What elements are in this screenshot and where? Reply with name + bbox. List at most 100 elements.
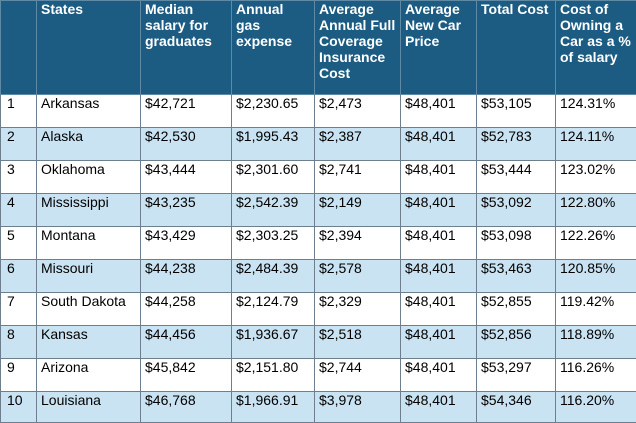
cell-total-cost: $53,297 [476, 358, 556, 392]
cell-state: Missouri [36, 259, 141, 293]
table-row: 8 Kansas $44,456 $1,936.67 $2,518 $48,40… [0, 325, 636, 359]
cell-insurance-cost: $2,578 [314, 259, 401, 293]
cell-median-salary: $43,235 [140, 193, 232, 227]
cell-state: Montana [36, 226, 141, 260]
cell-gas-expense: $1,936.67 [231, 325, 315, 359]
cell-insurance-cost: $2,744 [314, 358, 401, 392]
cell-total-cost: $53,105 [476, 94, 556, 128]
cell-state: Mississippi [36, 193, 141, 227]
cell-insurance-cost: $2,518 [314, 325, 401, 359]
cell-new-car-price: $48,401 [400, 292, 477, 326]
cell-new-car-price: $48,401 [400, 391, 477, 423]
cell-rank: 4 [0, 193, 37, 227]
cell-state: Kansas [36, 325, 141, 359]
cell-median-salary: $45,842 [140, 358, 232, 392]
cell-cost-percent: 116.20% [555, 391, 636, 423]
cell-insurance-cost: $2,473 [314, 94, 401, 128]
cell-cost-percent: 118.89% [555, 325, 636, 359]
header-row: States Median salary for graduates Annua… [0, 0, 636, 95]
cell-gas-expense: $2,542.39 [231, 193, 315, 227]
cell-median-salary: $43,429 [140, 226, 232, 260]
cell-rank: 6 [0, 259, 37, 293]
cell-new-car-price: $48,401 [400, 325, 477, 359]
cell-total-cost: $53,098 [476, 226, 556, 260]
cell-total-cost: $52,783 [476, 127, 556, 161]
cell-median-salary: $42,530 [140, 127, 232, 161]
cell-gas-expense: $2,124.79 [231, 292, 315, 326]
cell-total-cost: $53,092 [476, 193, 556, 227]
cell-insurance-cost: $2,394 [314, 226, 401, 260]
cell-cost-percent: 124.31% [555, 94, 636, 128]
cell-total-cost: $52,855 [476, 292, 556, 326]
table-row: 4 Mississippi $43,235 $2,542.39 $2,149 $… [0, 193, 636, 227]
cell-median-salary: $46,768 [140, 391, 232, 423]
cell-new-car-price: $48,401 [400, 160, 477, 194]
cell-gas-expense: $1,995.43 [231, 127, 315, 161]
cell-total-cost: $54,346 [476, 391, 556, 423]
cell-new-car-price: $48,401 [400, 127, 477, 161]
header-gas-expense: Annual gas expense [231, 0, 315, 95]
header-new-car-price: Average New Car Price [400, 0, 477, 95]
cell-new-car-price: $48,401 [400, 193, 477, 227]
cell-gas-expense: $2,230.65 [231, 94, 315, 128]
cell-insurance-cost: $2,329 [314, 292, 401, 326]
cell-gas-expense: $1,966.91 [231, 391, 315, 423]
header-cost-percent-salary: Cost of Owning a Car as a % of salary [555, 0, 636, 95]
header-states: States [36, 0, 141, 95]
cell-insurance-cost: $2,149 [314, 193, 401, 227]
cell-median-salary: $43,444 [140, 160, 232, 194]
cell-state: Louisiana [36, 391, 141, 423]
cell-gas-expense: $2,484.39 [231, 259, 315, 293]
cell-rank: 2 [0, 127, 37, 161]
cell-new-car-price: $48,401 [400, 226, 477, 260]
header-rank [0, 0, 37, 95]
cell-rank: 3 [0, 160, 37, 194]
table-row: 6 Missouri $44,238 $2,484.39 $2,578 $48,… [0, 259, 636, 293]
cell-rank: 10 [0, 391, 37, 423]
table-row: 10 Louisiana $46,768 $1,966.91 $3,978 $4… [0, 391, 636, 423]
cell-rank: 7 [0, 292, 37, 326]
table-row: 5 Montana $43,429 $2,303.25 $2,394 $48,4… [0, 226, 636, 260]
cell-rank: 9 [0, 358, 37, 392]
cell-state: Alaska [36, 127, 141, 161]
cell-rank: 8 [0, 325, 37, 359]
cell-cost-percent: 123.02% [555, 160, 636, 194]
header-insurance-cost: Average Annual Full Coverage Insurance C… [314, 0, 401, 95]
cell-cost-percent: 122.26% [555, 226, 636, 260]
cell-new-car-price: $48,401 [400, 358, 477, 392]
cell-total-cost: $53,444 [476, 160, 556, 194]
table-row: 3 Oklahoma $43,444 $2,301.60 $2,741 $48,… [0, 160, 636, 194]
cell-median-salary: $44,258 [140, 292, 232, 326]
cell-cost-percent: 122.80% [555, 193, 636, 227]
cell-new-car-price: $48,401 [400, 259, 477, 293]
cell-rank: 5 [0, 226, 37, 260]
cell-state: Arkansas [36, 94, 141, 128]
table-row: 9 Arizona $45,842 $2,151.80 $2,744 $48,4… [0, 358, 636, 392]
table-row: 1 Arkansas $42,721 $2,230.65 $2,473 $48,… [0, 94, 636, 128]
cell-insurance-cost: $3,978 [314, 391, 401, 423]
table-row: 2 Alaska $42,530 $1,995.43 $2,387 $48,40… [0, 127, 636, 161]
table-row: 7 South Dakota $44,258 $2,124.79 $2,329 … [0, 292, 636, 326]
cell-insurance-cost: $2,387 [314, 127, 401, 161]
cell-total-cost: $52,856 [476, 325, 556, 359]
cell-rank: 1 [0, 94, 37, 128]
cell-median-salary: $44,456 [140, 325, 232, 359]
cell-state: Oklahoma [36, 160, 141, 194]
header-total-cost: Total Cost [476, 0, 556, 95]
cell-cost-percent: 124.11% [555, 127, 636, 161]
cell-new-car-price: $48,401 [400, 94, 477, 128]
cell-median-salary: $42,721 [140, 94, 232, 128]
cell-cost-percent: 120.85% [555, 259, 636, 293]
cell-state: South Dakota [36, 292, 141, 326]
cell-insurance-cost: $2,741 [314, 160, 401, 194]
header-median-salary: Median salary for graduates [140, 0, 232, 95]
cell-gas-expense: $2,151.80 [231, 358, 315, 392]
cell-gas-expense: $2,303.25 [231, 226, 315, 260]
cell-gas-expense: $2,301.60 [231, 160, 315, 194]
cell-total-cost: $53,463 [476, 259, 556, 293]
cell-cost-percent: 116.26% [555, 358, 636, 392]
cell-median-salary: $44,238 [140, 259, 232, 293]
cell-state: Arizona [36, 358, 141, 392]
cell-cost-percent: 119.42% [555, 292, 636, 326]
